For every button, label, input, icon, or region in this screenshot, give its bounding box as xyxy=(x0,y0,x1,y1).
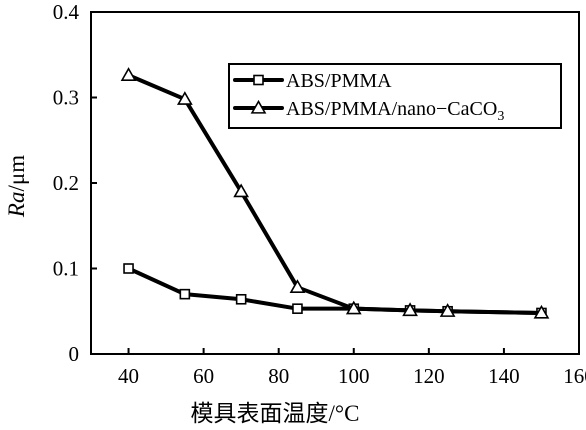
y-tick-label: 0 xyxy=(69,342,80,366)
triangle-marker xyxy=(250,99,267,114)
legend-entry: ABS/PMMA/nano−CaCO3 xyxy=(233,98,504,124)
series-2 xyxy=(120,67,550,319)
axis-ticks: 40 60 80 100 120 140 160 0 0.1 0.2 0.3 0.4 xyxy=(53,0,586,388)
x-tick-label: 40 xyxy=(118,364,139,388)
series-line xyxy=(126,266,544,315)
triangle-marker xyxy=(176,91,193,105)
legend-label: ABS/PMMA/nano−CaCO3 xyxy=(286,98,504,124)
legend-label: ABS/PMMA xyxy=(286,70,392,92)
triangle-marker xyxy=(289,279,306,293)
x-tick-label: 80 xyxy=(268,364,289,388)
series-1 xyxy=(123,263,547,319)
axis-titles: 模具表面温度/°C Ra/μm xyxy=(4,155,359,426)
x-tick-label: 120 xyxy=(413,364,445,388)
x-tick-label: 140 xyxy=(488,364,520,388)
y-axis-title-symbol: Ra xyxy=(4,192,29,219)
x-tick-label: 160 xyxy=(563,364,586,388)
y-axis-title-unit: /μm xyxy=(4,155,29,192)
triangle-marker xyxy=(345,300,362,315)
y-axis-title: Ra/μm xyxy=(4,155,29,218)
series-line xyxy=(126,73,544,315)
legend-box xyxy=(228,63,562,129)
y-tick-label: 0.4 xyxy=(53,0,80,24)
triangle-marker xyxy=(120,67,137,81)
square-marker xyxy=(235,293,247,305)
legend-entry: ABS/PMMA xyxy=(233,70,392,92)
y-tick-label: 0.3 xyxy=(53,86,79,110)
square-marker xyxy=(253,74,264,86)
triangle-marker xyxy=(402,302,418,317)
y-tick-label: 0.1 xyxy=(53,257,79,281)
y-tick-label: 0.2 xyxy=(53,171,79,195)
triangle-marker xyxy=(439,303,456,317)
legend: ABS/PMMA ABS/PMMA/nano−CaCO3 xyxy=(228,63,562,129)
square-marker xyxy=(123,263,134,274)
triangle-marker xyxy=(233,183,250,198)
x-axis-title: 模具表面温度/°C xyxy=(191,401,360,426)
legend-label-subscript: 3 xyxy=(497,109,504,124)
square-marker xyxy=(179,288,191,300)
series-group xyxy=(120,67,550,319)
triangle-marker xyxy=(533,304,550,319)
square-marker xyxy=(292,303,303,314)
x-tick-label: 60 xyxy=(193,364,214,388)
x-tick-label: 100 xyxy=(338,364,370,388)
